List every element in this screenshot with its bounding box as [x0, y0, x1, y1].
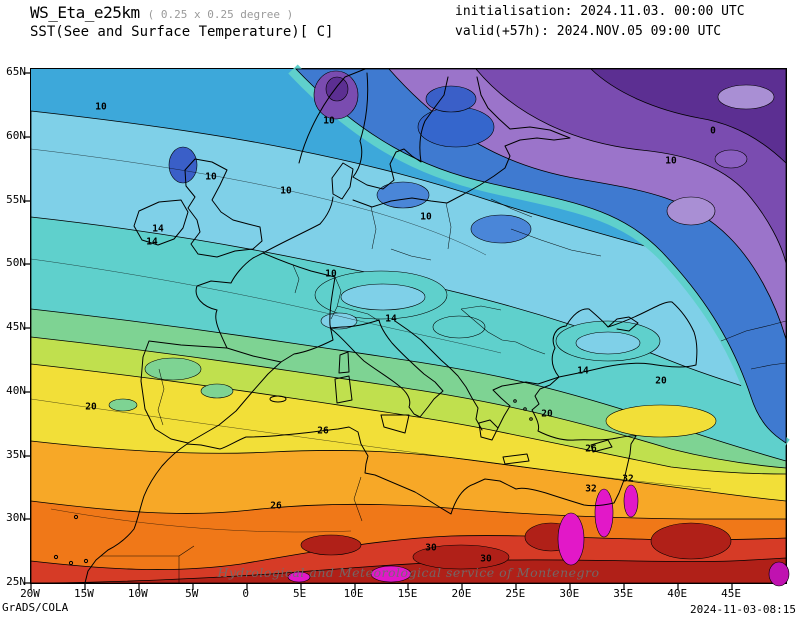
lat-label-35N: 35N: [6, 447, 26, 461]
initialisation-time: initialisation: 2024.11.03. 00:00 UTC: [455, 4, 745, 19]
latitude-ticks: [24, 72, 31, 584]
italy-coast: [329, 319, 444, 418]
lon-label-0: 0: [242, 587, 250, 600]
temperature-contour-map: [24, 64, 790, 590]
lon-label-5W: 5W: [185, 587, 199, 600]
country-borders: [101, 198, 787, 583]
balkan-greece-coast: [394, 320, 613, 465]
lon-label-40E: 40E: [667, 587, 688, 600]
grads-credit: GrADS/COLA: [2, 601, 69, 614]
lon-label-45E: 45E: [721, 587, 742, 600]
lon-label-30E: 30E: [559, 587, 580, 600]
lon-label-5E: 5E: [293, 587, 307, 600]
lon-label-15W: 15W: [73, 587, 94, 600]
canary-island: [83, 558, 89, 564]
north-sea-coast: [262, 196, 334, 254]
lat-label-55N: 55N: [6, 192, 26, 206]
longitude-ticks: [30, 583, 733, 590]
ireland-coast: [133, 199, 189, 246]
black-sea-coast: [551, 301, 698, 378]
baltic-coast: [352, 76, 571, 208]
header-model-line: WS_Eta_e25km ( 0.25 x 0.25 degree ): [30, 3, 293, 22]
coastlines: [53, 68, 698, 584]
denmark-coast: [331, 162, 354, 200]
field-title: SST(See and Surface Temperature)[ C]: [30, 24, 334, 40]
model-name: WS_Eta_e25km: [30, 3, 140, 22]
anomaly-blobs: [108, 70, 790, 587]
canary-island: [53, 554, 59, 560]
creation-timestamp: 2024-11-03-08:15: [690, 603, 796, 616]
iberia-coast: [140, 340, 282, 444]
lat-label-40N: 40N: [6, 383, 26, 397]
watermark: Hydrological and Meteorological service …: [217, 565, 600, 580]
lat-label-60N: 60N: [6, 128, 26, 142]
map-area: 10 10 10 10 10 10 0 10 14 14 14 14 20 20 20 26 26 26 30 30 3…: [24, 64, 790, 590]
lat-label-25N: 25N: [6, 575, 26, 588]
resolution-note: ( 0.25 x 0.25 degree ): [147, 8, 294, 21]
mediterranean-islands: [334, 351, 410, 434]
lat-label-50N: 50N: [6, 256, 26, 270]
lon-label-10W: 10W: [127, 587, 148, 600]
valid-time: valid(+57h): 2024.NOV.05 09:00 UTC: [455, 24, 722, 39]
anatolia-levant-north-africa-coast: [84, 376, 637, 584]
lon-label-10E: 10E: [343, 587, 364, 600]
lon-label-35E: 35E: [613, 587, 634, 600]
madeira-island: [73, 514, 79, 520]
great-britain-coast: [184, 158, 263, 258]
balearics: [269, 395, 287, 403]
lon-label-20W: 20W: [20, 587, 40, 600]
scandinavia-coast: [298, 68, 449, 190]
lat-label-30N: 30N: [6, 511, 26, 525]
lon-label-25E: 25E: [505, 587, 526, 600]
lat-label-65N: 65N: [6, 65, 26, 78]
canary-island: [68, 560, 74, 566]
lat-label-45N: 45N: [6, 320, 26, 333]
